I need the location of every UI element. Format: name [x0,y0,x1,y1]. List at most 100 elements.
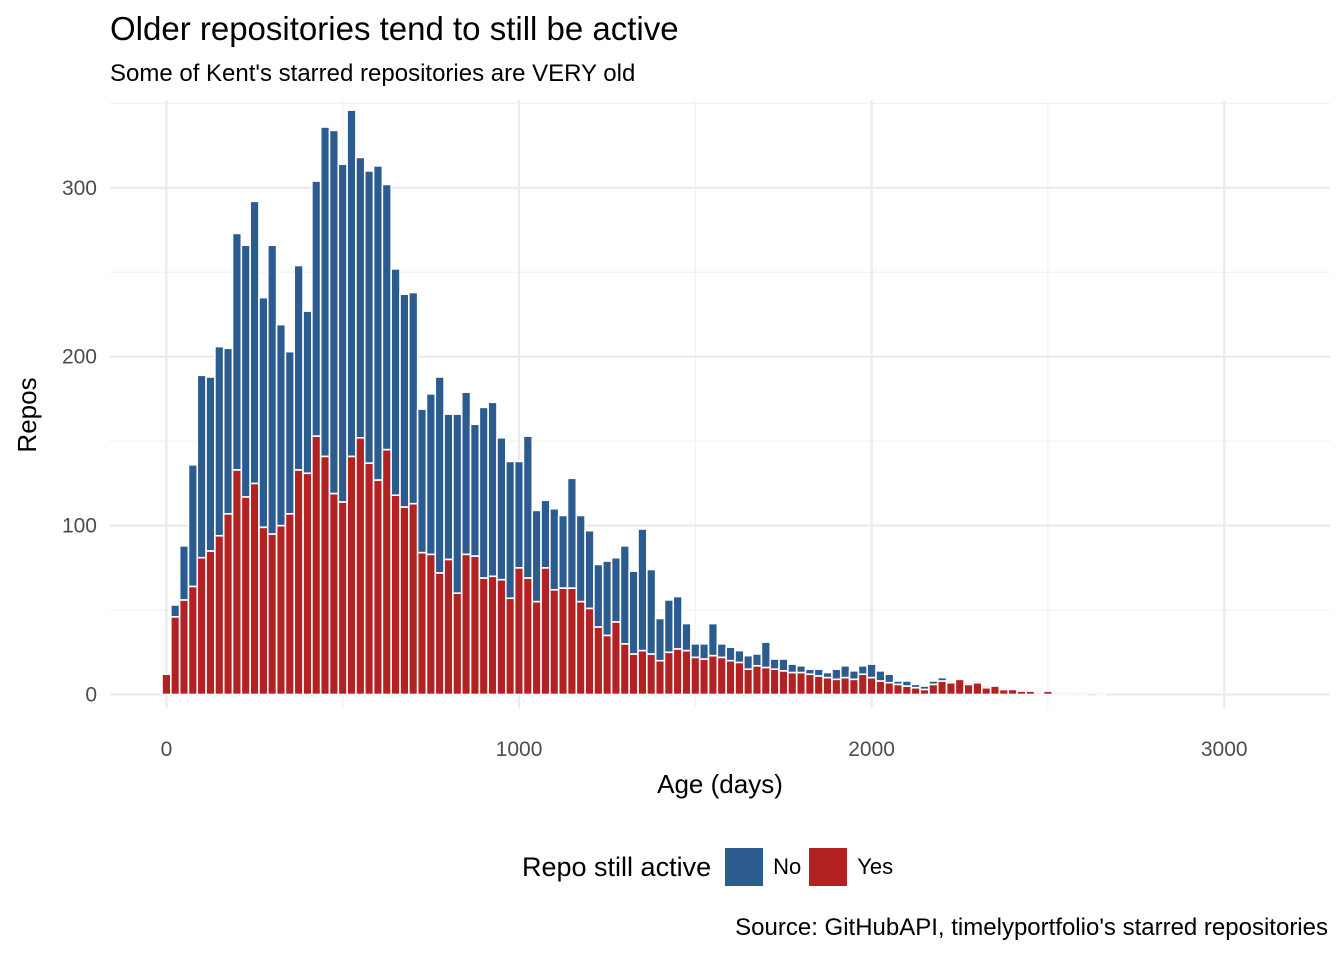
bar-no [513,460,525,569]
bar-yes [972,681,983,696]
bar-yes [1025,690,1036,696]
bar-yes [1007,688,1018,696]
legend-label-no: No [773,854,802,879]
bar-no [628,570,639,655]
bar-no [884,673,895,684]
bar-no [646,568,657,655]
bar-yes [1016,690,1027,696]
bar-yes [822,676,833,696]
bar-yes [963,683,974,696]
bar-no [954,676,965,681]
bar-no [205,376,216,552]
bar-yes [496,578,507,696]
bar-no [187,463,199,588]
bar-yes [884,681,895,696]
bar-yes [804,673,816,696]
bar-no [222,347,234,515]
bar-yes [249,482,260,696]
bar-no [504,460,516,600]
legend-item-no: No [725,848,801,886]
bar-no [672,595,683,650]
bar-no [848,670,860,681]
bar-yes [328,492,340,696]
bar-yes [1077,691,1089,696]
bar-no [998,686,1010,691]
bar-yes [222,512,234,696]
bar-no [531,509,542,603]
bar-no [443,413,454,561]
bar-yes [187,585,199,696]
bar-no [945,680,957,684]
bar-no [522,435,534,579]
bar-no [249,200,260,485]
bar-no [928,680,939,686]
bar-no [813,668,824,677]
bar-yes [381,448,392,696]
bar-no [178,545,190,601]
bar-yes [425,553,437,696]
bar-no [399,293,410,508]
bar-no [469,423,481,557]
bar-no [231,232,243,471]
bar-no [593,563,604,628]
bar-no [293,264,304,471]
bar-no [408,291,419,505]
bar-no [795,664,807,674]
bar-no [963,681,974,686]
bar-yes [601,634,613,696]
bar-yes [302,472,313,696]
bar-yes [557,587,569,696]
bar-no [716,643,727,659]
bar-no [707,622,719,657]
bar-no [346,109,357,458]
bar-yes [663,651,675,696]
bar-no [460,391,472,556]
bar-no [575,514,586,603]
bars-group [161,109,1107,696]
bar-yes [637,649,648,696]
bar-no [425,393,437,556]
legend: Repo still active No Yes [522,847,901,887]
bar-yes [284,512,296,696]
legend-swatch-yes [809,848,848,886]
bar-yes [848,678,860,696]
bar-yes [928,683,939,696]
bar-yes [566,587,578,696]
bar-yes [1069,691,1080,696]
bar-no [311,180,322,437]
bar-no [196,374,207,559]
y-tick-label: 200 [62,346,97,369]
bar-no [875,670,886,682]
bar-no [690,643,701,659]
y-axis-title: Repos [12,377,42,452]
bar-yes [954,678,965,696]
bar-no [363,170,375,464]
bar-yes [170,615,181,696]
bar-yes [584,607,595,696]
bar-yes [1033,691,1045,696]
bar-yes [214,534,225,696]
bar-yes [769,668,780,696]
x-tick-label: 1000 [496,738,543,761]
bar-yes [787,671,798,696]
bar-yes [628,653,639,696]
bar-yes [901,685,913,696]
bar-yes [593,626,604,696]
bar-yes [434,572,445,696]
bar-no [372,165,384,481]
y-tick-label: 300 [62,177,97,200]
bar-yes [795,671,807,696]
bar-yes [161,673,172,696]
x-axis-ticks: 0 1000 2000 3000 [161,738,1248,761]
bar-no [302,310,313,475]
bar-yes [690,656,701,696]
bar-yes [866,676,877,696]
bar-yes [575,600,586,696]
bar-yes [452,592,463,696]
bar-no [637,528,648,652]
x-tick-label: 2000 [848,738,895,761]
bar-no [416,408,428,554]
bar-no [787,663,798,674]
bar-no [981,685,992,689]
